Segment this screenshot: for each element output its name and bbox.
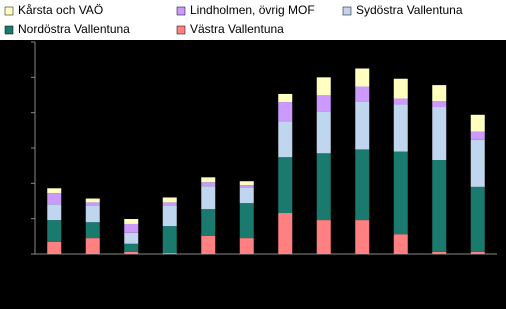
bar-segment <box>162 226 177 253</box>
bar-segment <box>432 160 447 252</box>
bar-segment <box>239 187 254 204</box>
bar-segment <box>124 219 139 224</box>
bar-segment <box>432 251 447 254</box>
legend-label: Nordöstra Vallentuna <box>18 22 130 36</box>
bar-segment <box>47 204 62 221</box>
bar-segment <box>393 98 408 105</box>
bar-segment <box>278 213 293 254</box>
bar-segment <box>239 238 254 254</box>
legend-label: Kårsta och VAÖ <box>18 3 103 17</box>
bar-segment <box>393 78 408 99</box>
bar-segment <box>316 111 331 154</box>
bar-segment <box>393 151 408 235</box>
bar-segment <box>47 220 62 242</box>
legend-swatch <box>176 6 186 16</box>
bar-segment <box>393 104 408 152</box>
bar-segment <box>85 222 100 239</box>
bar-segment <box>470 131 485 140</box>
bar-segment <box>278 121 293 158</box>
bar-segment <box>85 202 100 206</box>
bar-segment <box>355 101 370 150</box>
bar-segment <box>355 149 370 221</box>
bar-segment <box>162 252 177 254</box>
legend-swatch <box>4 25 14 35</box>
bar-segment <box>432 107 447 161</box>
bar-segment <box>162 205 177 227</box>
legend-label: Västra Vallentuna <box>190 22 284 36</box>
legend-swatch <box>342 6 352 16</box>
legend-label: Lindholmen, övrig MOF <box>190 3 315 17</box>
bar-segment <box>278 93 293 103</box>
bar-segment <box>239 203 254 239</box>
bar-segment <box>201 182 216 187</box>
bar-segment <box>124 232 139 244</box>
legend-label: Sydöstra Vallentuna <box>356 3 463 17</box>
bar-segment <box>393 234 408 254</box>
bar-segment <box>239 181 254 186</box>
bar-segment <box>47 188 62 194</box>
bar-segment <box>201 235 216 254</box>
bar-segment <box>124 251 139 254</box>
bar-segment <box>201 177 216 183</box>
legend-box <box>0 0 506 40</box>
bar-segment <box>201 186 216 210</box>
bar-segment <box>316 153 331 221</box>
bar-segment <box>316 95 331 112</box>
legend-swatch <box>176 25 186 35</box>
bar-segment <box>316 77 331 96</box>
bar-segment <box>85 205 100 223</box>
bar-segment <box>162 202 177 206</box>
bar-segment <box>470 139 485 187</box>
bar-segment <box>355 86 370 102</box>
legend-swatch <box>4 6 14 16</box>
bar-segment <box>355 220 370 254</box>
bar-segment <box>432 85 447 102</box>
bar-segment <box>47 193 62 205</box>
bar-segment <box>470 114 485 132</box>
bar-segment <box>316 220 331 254</box>
bar-segment <box>432 101 447 108</box>
bar-segment <box>85 198 100 203</box>
bar-segment <box>278 157 293 214</box>
bar-segment <box>355 68 370 87</box>
bar-segment <box>470 251 485 254</box>
bar-segment <box>470 186 485 252</box>
bar-segment <box>162 197 177 203</box>
bar-segment <box>124 223 139 233</box>
bar-segment <box>201 209 216 236</box>
bar-segment <box>278 102 293 122</box>
bar-segment <box>124 243 139 252</box>
bar-segment <box>239 185 254 188</box>
bar-segment <box>85 238 100 254</box>
bar-segment <box>47 241 62 254</box>
